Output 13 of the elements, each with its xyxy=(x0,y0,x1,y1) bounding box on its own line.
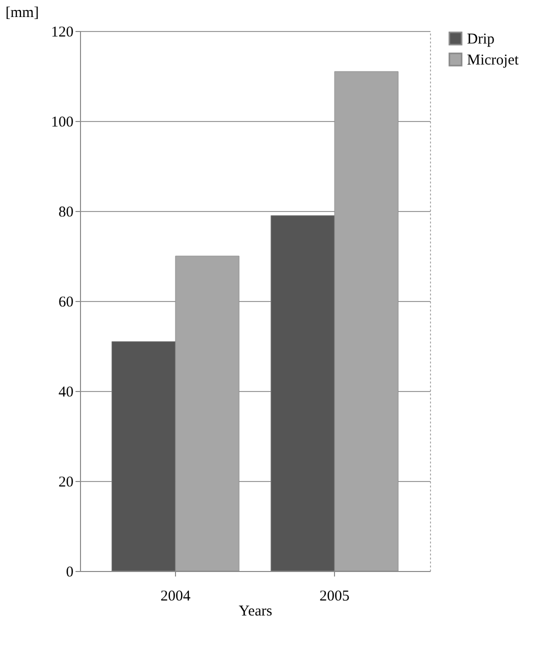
x-tick-label: 2005 xyxy=(320,588,350,604)
y-tick-label: 80 xyxy=(58,204,74,220)
legend-label: Microjet xyxy=(467,52,520,68)
y-tick-label: 0 xyxy=(66,564,74,580)
y-tick-label: 60 xyxy=(58,294,74,310)
y-tick-label: 40 xyxy=(58,384,74,400)
x-axis-title: Years xyxy=(238,604,272,620)
legend-label: Drip xyxy=(467,32,494,48)
y-tick-label: 100 xyxy=(51,114,74,130)
y-axis-title: [mm] xyxy=(6,5,39,21)
x-tick-label: 2004 xyxy=(160,588,191,604)
y-tick-label: 120 xyxy=(51,24,74,40)
y-tick-label: 20 xyxy=(58,474,74,490)
